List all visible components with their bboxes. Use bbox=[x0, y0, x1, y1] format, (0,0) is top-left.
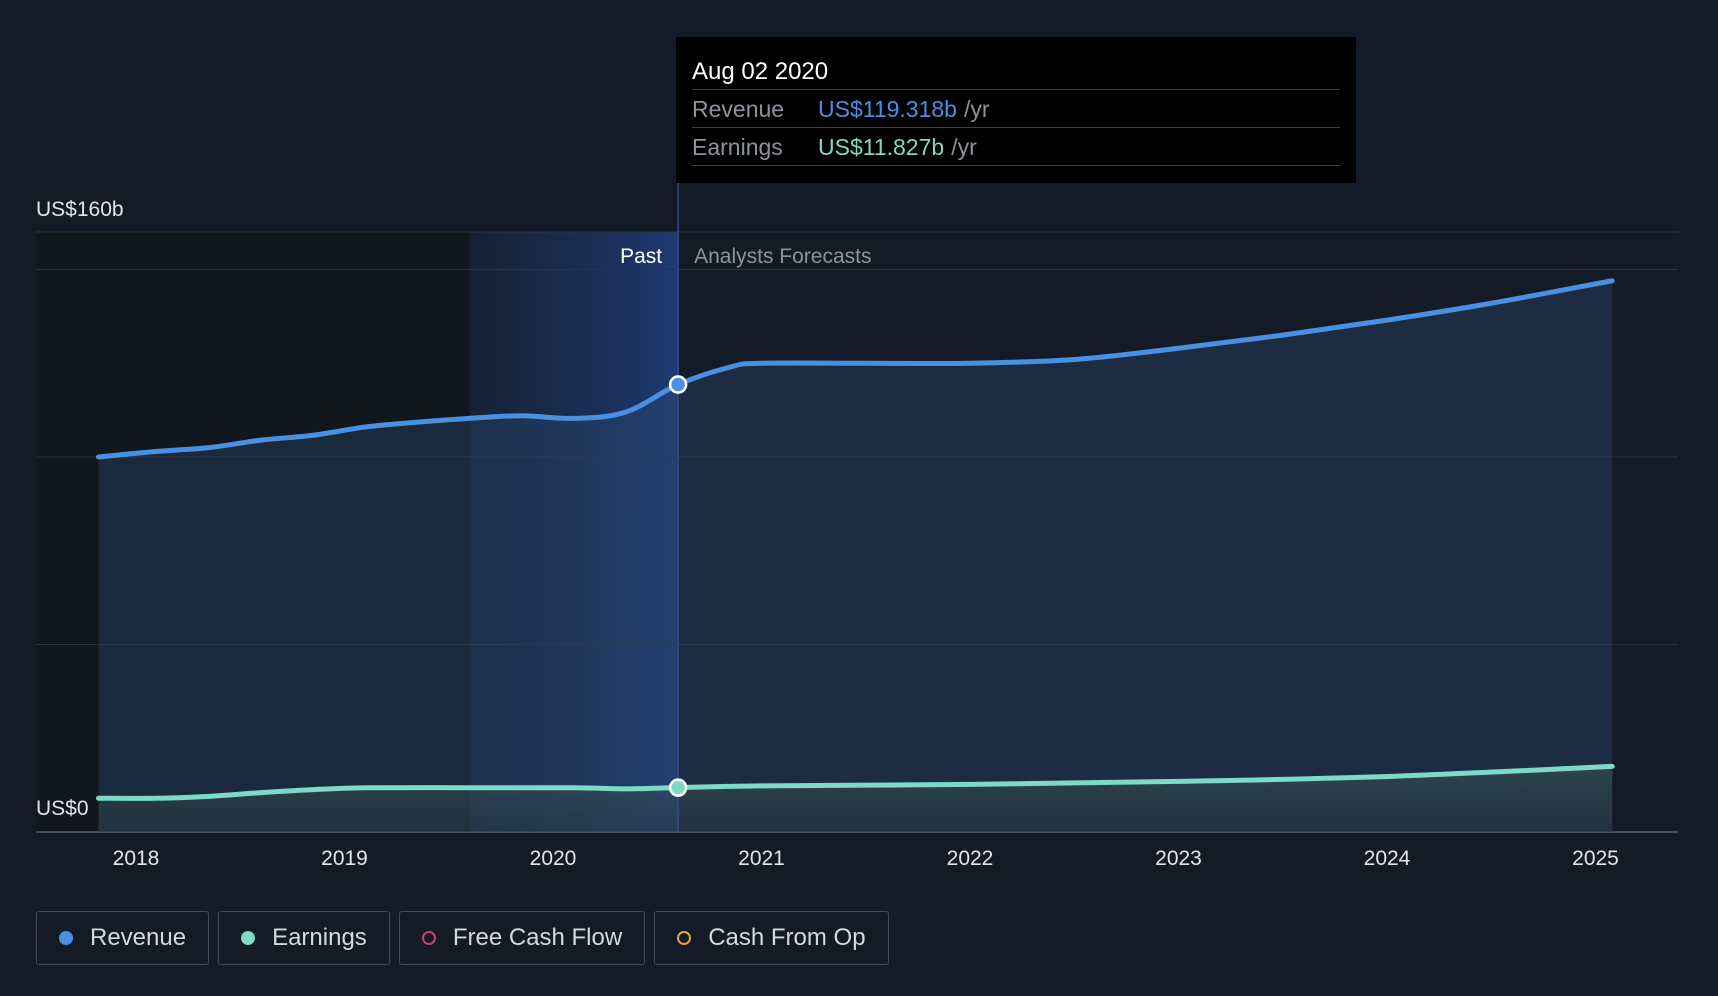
tooltip-revenue-label: Revenue bbox=[692, 96, 785, 122]
tooltip-earnings-unit: /yr bbox=[951, 134, 977, 160]
x-tick-2019: 2019 bbox=[321, 847, 368, 870]
tooltip-earnings-value: US$11.827b bbox=[818, 134, 945, 160]
chart-tooltip: Aug 02 2020 Revenue US$119.318b /yr Earn… bbox=[676, 37, 1356, 183]
revenue-earnings-chart: US$160b US$0 Past Analysts Forecasts 2018 201… bbox=[36, 183, 1678, 870]
tooltip-earnings-label: Earnings bbox=[692, 134, 783, 160]
forecast-label: Analysts Forecasts bbox=[694, 245, 871, 268]
tooltip-revenue-unit: /yr bbox=[963, 96, 990, 122]
revenue-line bbox=[95, 278, 1615, 460]
legend-free-cash-flow-button[interactable]: Free Cash Flow bbox=[398, 911, 646, 965]
legend-free-cash-flow-label: Free Cash Flow bbox=[452, 924, 623, 951]
legend-earnings-dot-icon bbox=[241, 931, 256, 945]
legend-cash-from-op-label: Cash From Op bbox=[708, 924, 866, 951]
x-tick-2018: 2018 bbox=[113, 847, 160, 870]
tooltip-row-earnings: Earnings US$11.827b /yr bbox=[692, 128, 1340, 166]
x-tick-2025: 2025 bbox=[1572, 847, 1619, 870]
x-tick-2020: 2020 bbox=[530, 847, 577, 870]
revenue-highlight-point bbox=[668, 375, 688, 394]
legend-cash-from-op-ring-icon bbox=[677, 931, 692, 945]
past-label: Past bbox=[620, 245, 662, 268]
x-tick-2024: 2024 bbox=[1364, 847, 1411, 870]
legend-cash-from-op-button[interactable]: Cash From Op bbox=[654, 911, 889, 965]
legend-revenue-label: Revenue bbox=[90, 924, 187, 951]
x-tick-2021: 2021 bbox=[738, 847, 785, 870]
legend-free-cash-flow-ring-icon bbox=[421, 931, 436, 945]
tooltip-row-revenue: Revenue US$119.318b /yr bbox=[692, 90, 1340, 128]
past-region-band bbox=[469, 232, 679, 832]
y-axis-top-label: US$160b bbox=[36, 198, 124, 221]
tooltip-date: Aug 02 2020 bbox=[692, 55, 1340, 90]
legend-earnings-label: Earnings bbox=[272, 924, 367, 951]
tooltip-revenue-value: US$119.318b bbox=[818, 96, 957, 122]
legend-revenue-dot-icon bbox=[59, 931, 73, 945]
x-tick-2023: 2023 bbox=[1155, 847, 1202, 870]
x-tick-2022: 2022 bbox=[947, 847, 994, 870]
legend-revenue-button[interactable]: Revenue bbox=[36, 911, 210, 965]
chart-legend: Revenue Earnings Free Cash Flow Cash Fro… bbox=[36, 911, 889, 965]
earnings-highlight-point bbox=[668, 778, 688, 797]
legend-earnings-button[interactable]: Earnings bbox=[218, 911, 390, 965]
y-axis-bottom-label: US$0 bbox=[36, 797, 89, 820]
pre-past-shade bbox=[36, 232, 470, 832]
earnings-line bbox=[95, 763, 1615, 801]
